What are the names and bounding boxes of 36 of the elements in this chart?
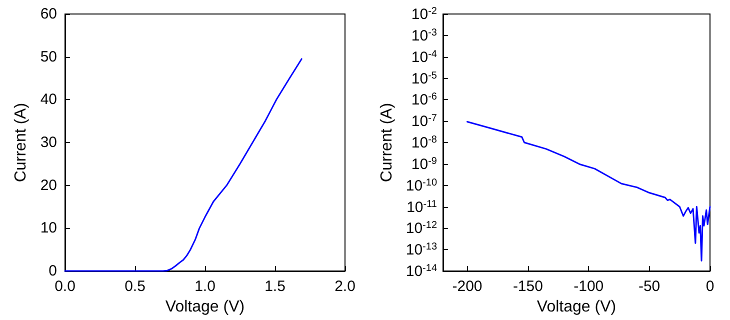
y-tick-label: 10$^{-4}$ xyxy=(411,48,438,66)
y-tick-label: 10$^{-10}$ xyxy=(406,176,438,194)
x-tick-label: 1.0 xyxy=(194,278,216,295)
y-axis-title: Current (A) xyxy=(12,102,30,182)
x-tick-label: 2.0 xyxy=(334,278,356,295)
x-tick-label: 0 xyxy=(706,278,714,295)
y-tick-label: 10$^{-8}$ xyxy=(411,134,438,152)
y-tick-label: 10$^{-3}$ xyxy=(411,26,438,44)
y-tick-label: 10$^{-12}$ xyxy=(406,220,438,238)
y-tick-label: 10$^{-5}$ xyxy=(411,70,438,88)
x-axis-title: Voltage (V) xyxy=(165,298,245,316)
y-tick-label: 10$^{-2}$ xyxy=(411,6,438,23)
x-tick-label: -50 xyxy=(638,278,660,295)
x-tick-label: 1.5 xyxy=(264,278,286,295)
x-tick-label: -100 xyxy=(574,278,604,295)
y-tick-label: 20 xyxy=(40,176,57,194)
line-series xyxy=(64,58,302,272)
y-tick-label: 10$^{-9}$ xyxy=(411,155,438,173)
y-tick-label: 10$^{-7}$ xyxy=(411,112,438,130)
y-tick-label: 10$^{-11}$ xyxy=(406,198,438,216)
y-tick-label: 10$^{-6}$ xyxy=(411,91,438,109)
y-axis-title: Current (A) xyxy=(378,102,396,182)
y-tick-label: 0 xyxy=(48,262,57,280)
y-tick-label: 10$^{-14}$ xyxy=(406,262,438,280)
x-tick-label: 0.0 xyxy=(54,278,76,295)
y-tick-label: 10 xyxy=(40,220,57,237)
y-tick-label: 40 xyxy=(40,91,57,108)
x-tick-label: 0.5 xyxy=(124,278,146,295)
x-axis-title: Voltage (V) xyxy=(536,298,616,316)
x-tick-label: -150 xyxy=(512,278,543,295)
y-tick-label: 10$^{-13}$ xyxy=(406,241,438,259)
y-tick-label: 60 xyxy=(40,6,57,22)
x-tick-label: -200 xyxy=(452,278,482,295)
y-tick-label: 30 xyxy=(40,134,57,151)
y-tick-label: 50 xyxy=(40,48,57,66)
line-series xyxy=(466,121,711,262)
